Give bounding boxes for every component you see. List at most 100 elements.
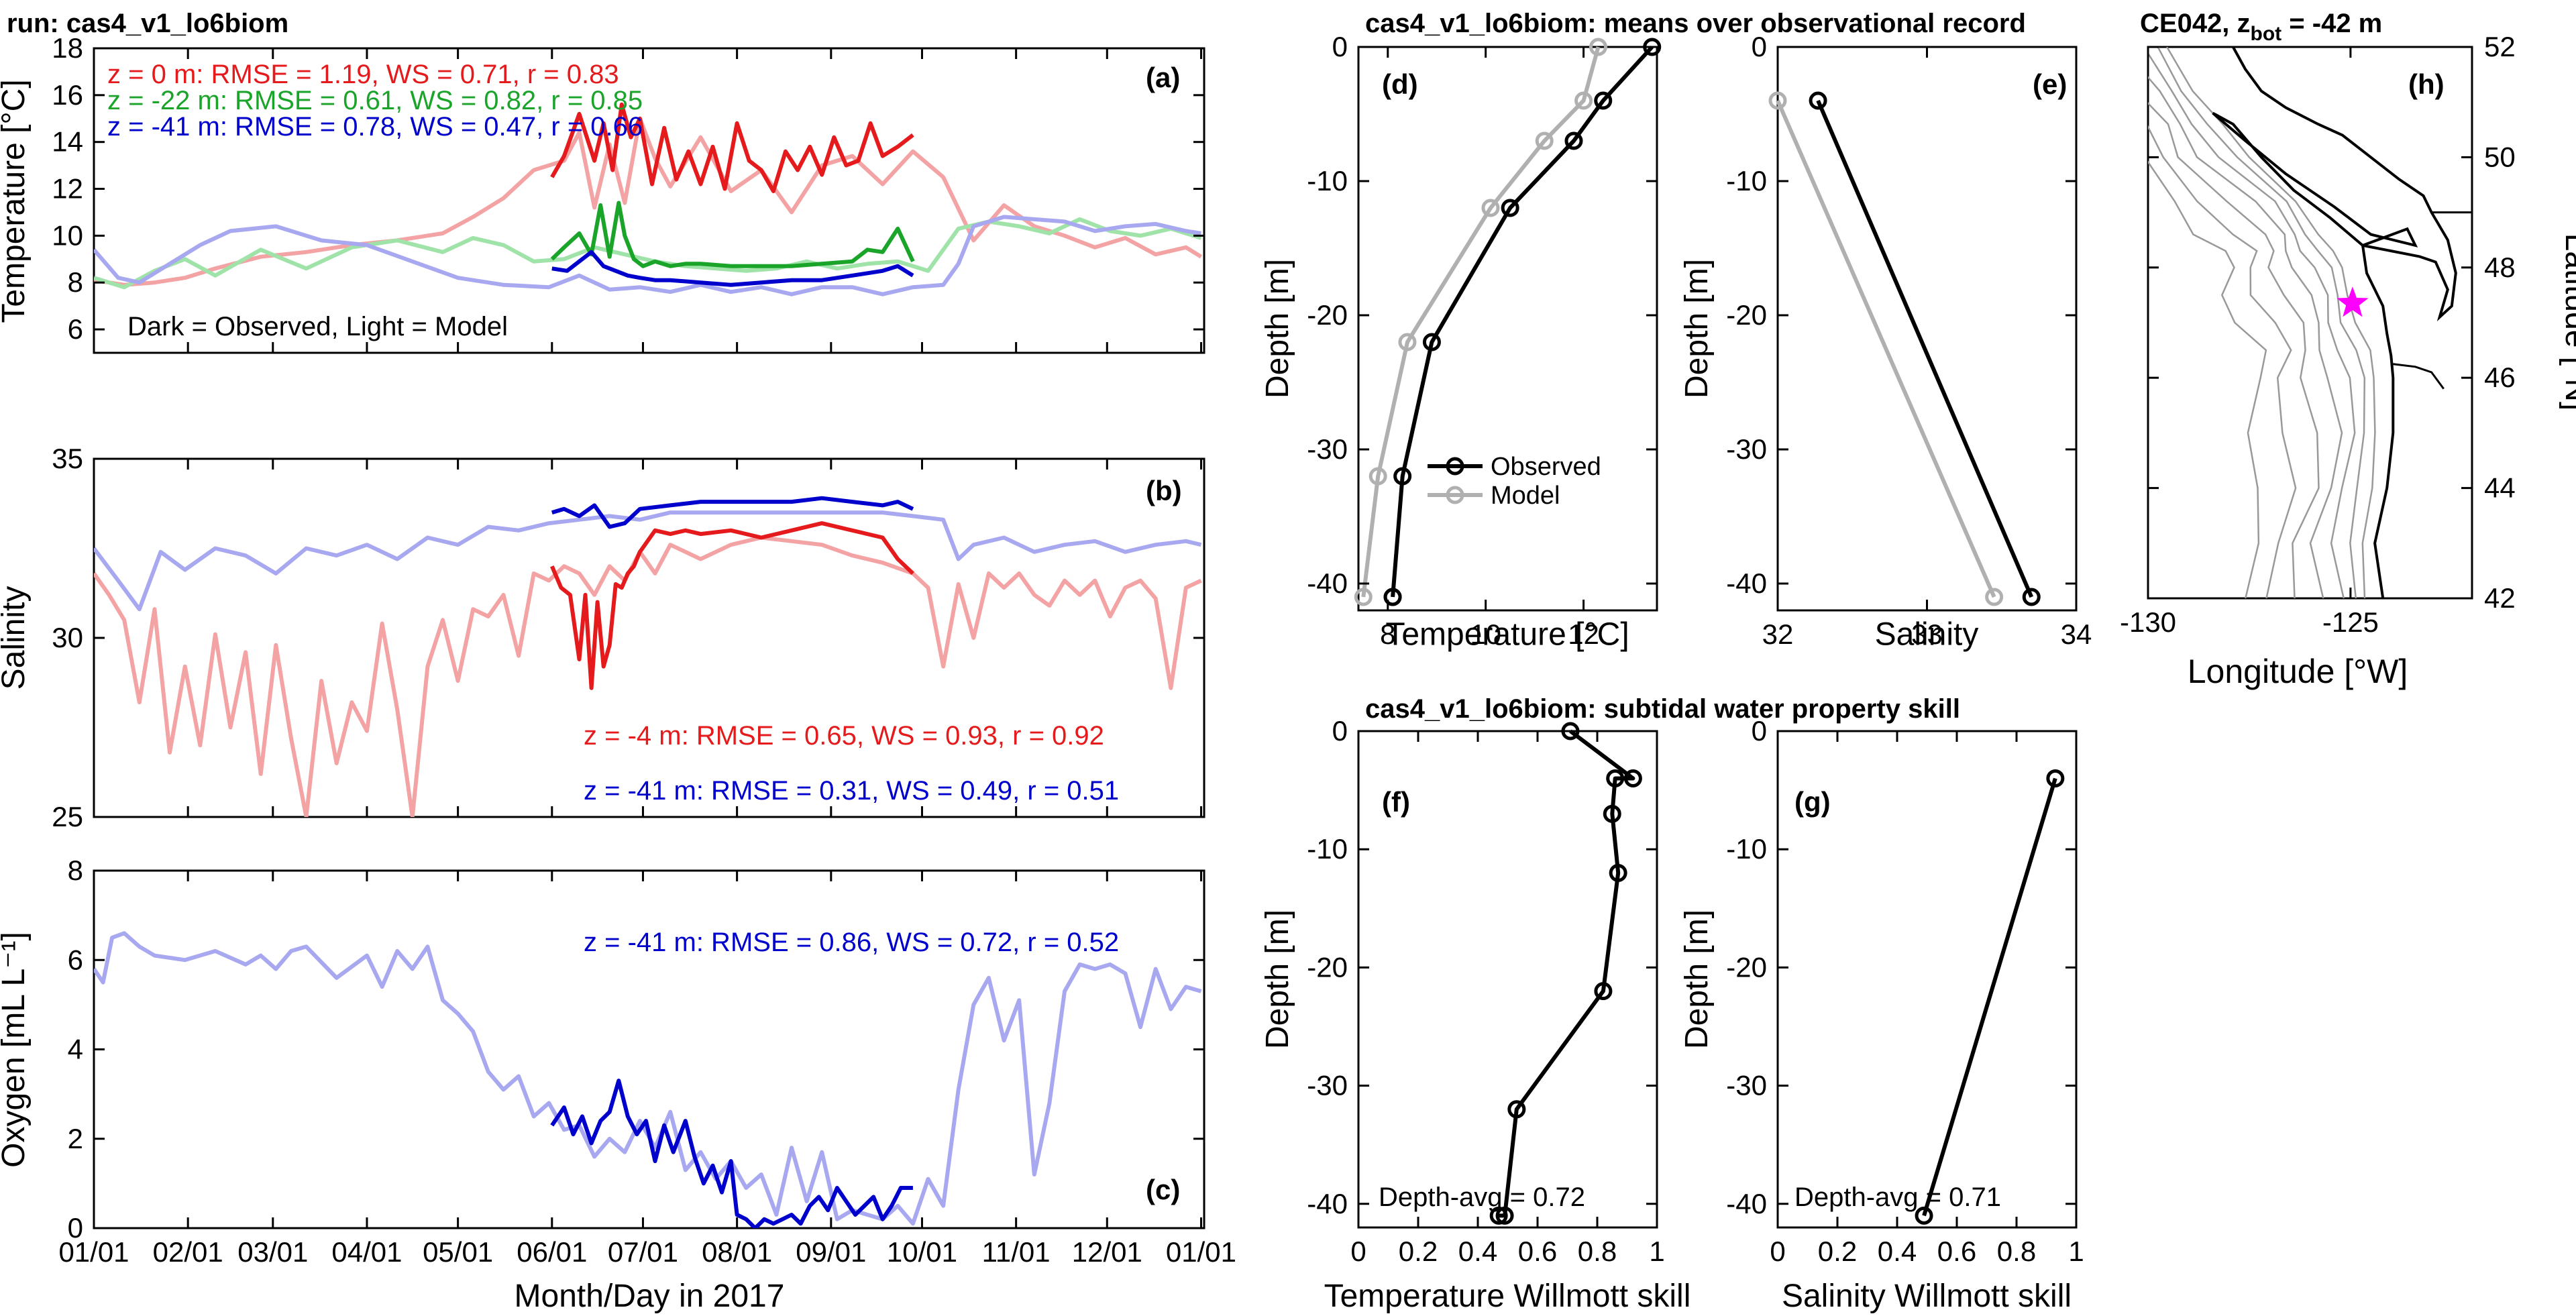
vancouver-island-coast — [2212, 111, 2418, 248]
panel-g-frame — [1776, 730, 2078, 1229]
xtick-label: 04/01 — [331, 1236, 402, 1268]
station-star-icon — [2337, 286, 2369, 317]
panel-c-oxygen-timeseries: 0 2 4 6 8 01/01 02/01 03/01 04/01 05/01 06/01 07/01… — [0, 855, 1236, 1314]
data-point — [1564, 131, 1583, 150]
series-line-obs-z-22 — [550, 201, 915, 268]
xtick-label: 01/01 — [58, 1236, 129, 1268]
panel-a-stat-0: z = 0 m: RMSE = 1.19, WS = 0.71, r = 0.8… — [107, 60, 619, 89]
panel-d-legend: Observed Model — [1428, 453, 1601, 510]
ytick-label: 0 — [1332, 31, 1348, 62]
panel-e-ylabel: Depth [m] — [1679, 259, 1715, 398]
panel-a-temperature-timeseries: 6 8 10 12 14 16 18 Temperature [°C] (a) z = 0 … — [0, 32, 1205, 354]
panel-e-label: (e) — [2033, 68, 2067, 100]
panel-c-label: (c) — [1146, 1174, 1180, 1205]
data-point — [1535, 131, 1554, 150]
columbia-river — [2393, 363, 2445, 390]
bathymetry-contour — [2148, 102, 2320, 598]
panel-b-axes: 25 30 35 — [52, 443, 1204, 832]
panel-h-label: (h) — [2408, 68, 2445, 100]
xtick-label: 8 — [1380, 618, 1395, 650]
xtick-label: 05/01 — [423, 1236, 493, 1268]
ytick-label: -30 — [1726, 433, 1767, 465]
panel-a-axes: 6 8 10 12 14 16 18 — [52, 32, 1204, 353]
series-line-obs-z-41 — [550, 1079, 913, 1228]
xtick-label: 0.6 — [1518, 1236, 1557, 1267]
ytick-label: 12 — [52, 173, 83, 205]
ytick-label: 25 — [52, 801, 83, 832]
xtick-label: 12 — [1568, 618, 1599, 650]
ytick-label: -20 — [1307, 299, 1348, 331]
panel-h-title-sub: bot — [2251, 23, 2282, 45]
ytick-label: -20 — [1726, 299, 1767, 331]
data-point — [1507, 1100, 1526, 1119]
ytick-label: 30 — [52, 622, 83, 653]
panel-g-salinity-skill: -40 -30 -20 -10 0 0 0.2 0.4 0.6 0.8 1 Depth [m] Sa… — [1679, 715, 2084, 1314]
ytick-label: -40 — [1307, 567, 1348, 599]
panel-f-xlabel: Temperature Willmott skill — [1324, 1278, 1691, 1314]
legend-observed-marker — [1446, 457, 1464, 476]
data-point — [1501, 199, 1519, 217]
panel-d-frame — [1357, 46, 1658, 612]
ytick-label: 10 — [52, 219, 83, 251]
xtick-label: 02/01 — [153, 1236, 223, 1268]
xtick-label: 01/01 — [1166, 1236, 1236, 1268]
panel-f-ylabel: Depth [m] — [1260, 910, 1295, 1049]
panel-h-xlabel: Longitude [°W] — [2188, 653, 2408, 690]
panel-d-label: (d) — [1382, 68, 1418, 100]
legend-model-marker — [1446, 486, 1464, 504]
panel-c-axes: 0 2 4 6 8 01/01 02/01 03/01 04/01 05/01 06/01 07/01… — [58, 855, 1236, 1268]
series-line-model-z-22 — [94, 217, 1202, 290]
panel-f-axes: -40 -30 -20 -10 0 0 0.2 0.4 0.6 0.8 1 — [1307, 715, 1664, 1267]
data-point — [1589, 38, 1607, 56]
panel-h-title-tail: = -42 m — [2282, 9, 2382, 38]
panel-h-map: CE042, zbot = -42 m 42 44 46 48 50 52 -130 -125… — [2120, 9, 2576, 690]
ytick-label: -10 — [1726, 833, 1767, 865]
xtick-label: 12/01 — [1072, 1236, 1142, 1268]
series-line-model — [1776, 99, 1996, 598]
xtick-label: 06/01 — [517, 1236, 587, 1268]
panel-h-frame — [2147, 46, 2473, 600]
xtick-label: 0.4 — [1878, 1236, 1917, 1267]
xtick-label: 34 — [2061, 618, 2092, 650]
panel-e-frame — [1776, 46, 2078, 612]
ytick-label: 42 — [2484, 582, 2516, 614]
ytick-label: 0 — [68, 1212, 83, 1244]
bathymetry-contour — [2157, 47, 2366, 598]
panel-a-series — [94, 102, 1203, 296]
xtick-label: 07/01 — [608, 1236, 678, 1268]
ytick-label: -40 — [1726, 1188, 1767, 1219]
ytick-label: -20 — [1726, 951, 1767, 983]
ytick-label: 8 — [68, 266, 83, 298]
bathymetry-contour — [2148, 160, 2267, 598]
xtick-label: 0.8 — [1997, 1236, 2036, 1267]
panel-f-series — [1489, 722, 1642, 1225]
panel-a-stat-2: z = -41 m: RMSE = 0.78, WS = 0.47, r = 0… — [107, 112, 643, 142]
xtick-label: 1 — [1649, 1236, 1664, 1267]
ytick-label: 52 — [2484, 31, 2516, 62]
xtick-label: 0 — [1770, 1236, 1785, 1267]
bathymetry-contour — [2148, 76, 2343, 598]
ytick-label: -40 — [1726, 567, 1767, 599]
panel-e-salinity-profile: -40 -30 -20 -10 0 32 33 34 Depth [m] Salinity (… — [1679, 31, 2092, 653]
panel-b-stat-1: z = -41 m: RMSE = 0.31, WS = 0.49, r = 0… — [584, 776, 1119, 806]
data-point — [1489, 1206, 1508, 1225]
ytick-label: -20 — [1307, 951, 1348, 983]
ytick-label: 50 — [2484, 141, 2516, 172]
panel-c-ylabel: Oxygen [mL L⁻¹] — [0, 932, 32, 1168]
panel-h-coastline — [2212, 47, 2472, 598]
ytick-label: 35 — [52, 443, 83, 474]
xtick-label: 32 — [1762, 618, 1794, 650]
data-point — [2046, 769, 2065, 787]
ytick-label: -30 — [1307, 1070, 1348, 1101]
series-line-obs-z-4 — [550, 521, 914, 690]
series-line-model-z-41 — [94, 931, 1202, 1226]
ytick-label: 48 — [2484, 252, 2516, 283]
series-line-model-z-41 — [94, 215, 1201, 296]
series-line-model-z-41 — [94, 510, 1202, 612]
panel-b-salinity-timeseries: 25 30 35 Salinity (b) z = -4 m: RMSE = 0.6… — [0, 443, 1205, 832]
panel-g-label: (g) — [1794, 786, 1831, 818]
ytick-label: 8 — [68, 855, 83, 886]
xtick-label: 0.6 — [1937, 1236, 1976, 1267]
ytick-label: 46 — [2484, 362, 2516, 393]
